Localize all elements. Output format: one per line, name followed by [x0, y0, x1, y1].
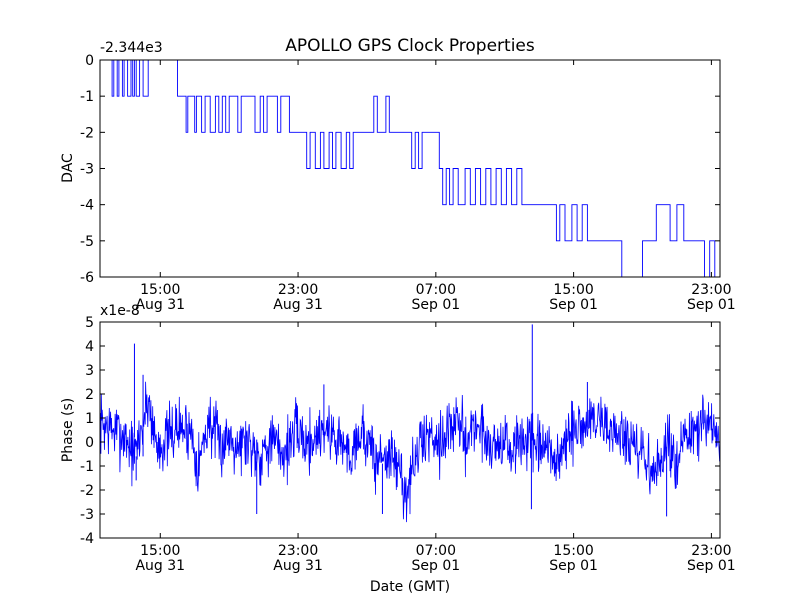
dac-y-tick-label: -3 — [80, 162, 94, 178]
dac-x-tick-time-label: 23:00 — [691, 282, 731, 298]
phase-y-tick-label: -4 — [80, 531, 94, 547]
phase-x-axis-label: Date (GMT) — [370, 579, 450, 595]
phase-x-tick-date-label: Aug 31 — [273, 558, 323, 574]
phase-y-tick-label: 2 — [85, 387, 94, 403]
phase-y-tick-label: 5 — [85, 315, 94, 331]
phase-x-tick-date-label: Sep 01 — [687, 558, 736, 574]
dac-y-tick-label: -2 — [80, 125, 94, 141]
phase-x-tick-date-label: Sep 01 — [549, 558, 598, 574]
dac-x-tick-time-label: 15:00 — [140, 282, 180, 298]
dac-y-tick-label: -4 — [80, 198, 94, 214]
phase-y-tick-label: 1 — [85, 411, 94, 427]
dac-x-tick-date-label: Sep 01 — [549, 297, 598, 313]
dac-x-tick-date-label: Aug 31 — [135, 297, 185, 313]
dac-y-tick-label: 0 — [85, 53, 94, 69]
phase-series-line — [99, 381, 721, 523]
dac-x-tick-time-label: 15:00 — [553, 282, 593, 298]
dac-series-line — [100, 59, 721, 278]
phase-y-tick-label: 3 — [85, 363, 94, 379]
phase-x-tick-date-label: Sep 01 — [412, 558, 461, 574]
dac-y-tick-label: -6 — [80, 270, 94, 286]
dac-x-tick-date-label: Sep 01 — [687, 297, 736, 313]
phase-y-tick-label: 0 — [85, 435, 94, 451]
phase-x-tick-time-label: 15:00 — [140, 543, 180, 559]
dac-plot-area — [100, 59, 721, 278]
dac-y-ticks: 0 -1 -2 -3 -4 -5 -6 — [80, 53, 720, 286]
phase-x-tick-date-label: Aug 31 — [135, 558, 185, 574]
phase-y-tick-label: -3 — [80, 507, 94, 523]
dac-y-tick-label: -5 — [80, 234, 94, 250]
phase-axes-frame — [99, 321, 721, 539]
phase-x-tick-time-label: 15:00 — [553, 543, 593, 559]
phase-y-ticks: 5 4 3 2 1 0 -1 -2 -3 -4 — [80, 315, 720, 547]
phase-y-tick-label: 4 — [85, 339, 94, 355]
phase-x-tick-time-label: 23:00 — [691, 543, 731, 559]
phase-y-tick-label: -1 — [80, 459, 94, 475]
dac-x-tick-time-label: 07:00 — [416, 282, 456, 298]
phase-offset-label: x1e-8 — [100, 303, 140, 319]
dac-x-tick-date-label: Sep 01 — [412, 297, 461, 313]
phase-plot-area — [99, 324, 721, 523]
figure-title: APOLLO GPS Clock Properties — [285, 36, 535, 56]
dac-x-tick-time-label: 23:00 — [278, 282, 318, 298]
phase-y-axis-label: Phase (s) — [60, 398, 76, 462]
dac-offset-label: -2.344e3 — [100, 40, 163, 56]
dac-y-axis-label: DAC — [60, 153, 76, 183]
dac-x-tick-date-label: Aug 31 — [273, 297, 323, 313]
phase-x-tick-time-label: 07:00 — [416, 543, 456, 559]
phase-y-tick-label: -2 — [80, 483, 94, 499]
dac-y-tick-label: -1 — [80, 89, 94, 105]
phase-x-tick-time-label: 23:00 — [278, 543, 318, 559]
